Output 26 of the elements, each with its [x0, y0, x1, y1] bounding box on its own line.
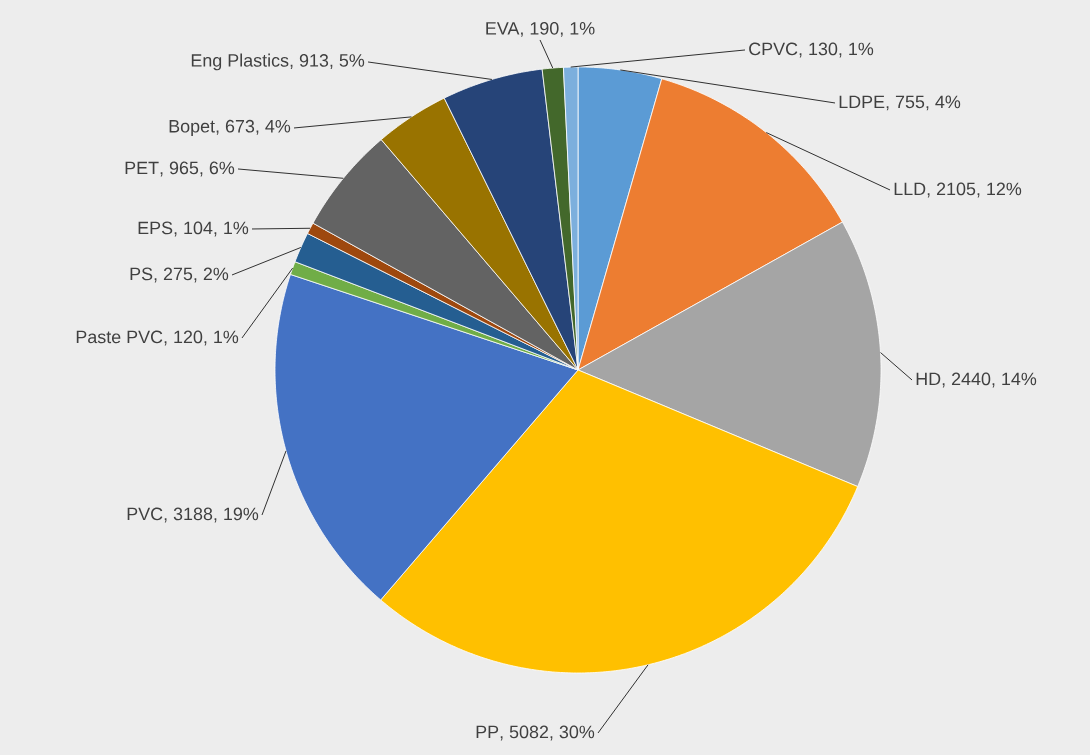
data-label: , 2105, 12%: [927, 182, 1022, 198]
slice-label: LDPE: [839, 95, 885, 109]
slice-label: EVA: [486, 22, 520, 35]
data-label: , 190, 1%: [521, 21, 595, 37]
slice-label: CPVC: [749, 42, 798, 56]
data-label: , 130, 1%: [799, 42, 874, 58]
data-label: , 3188, 19%: [164, 507, 259, 523]
data-label: , 2440, 14%: [942, 372, 1037, 388]
slice-label: LLD: [894, 182, 926, 196]
data-label: , 275, 2%: [154, 267, 229, 283]
slice-label: Eng Plastics: [191, 53, 289, 71]
slice-label: HD: [916, 372, 941, 386]
data-label: , 965, 6%: [160, 161, 235, 177]
slice-label: Paste PVC: [76, 330, 163, 344]
data-label: , 913, 5%: [290, 54, 365, 69]
data-label: , 673, 4%: [216, 119, 291, 135]
slice-label: PET: [125, 161, 159, 175]
data-label: , 120, 1%: [164, 330, 239, 346]
data-label: , 5082, 30%: [500, 725, 595, 741]
slice-label: Bopet: [169, 120, 215, 137]
slice-label: PS: [130, 267, 153, 281]
slice-label: PP: [476, 725, 499, 739]
data-label: , 755, 4%: [886, 95, 961, 111]
slice-label: EPS: [138, 221, 173, 235]
data-label: , 104, 1%: [174, 221, 249, 237]
slice-label: PVC: [127, 507, 163, 521]
